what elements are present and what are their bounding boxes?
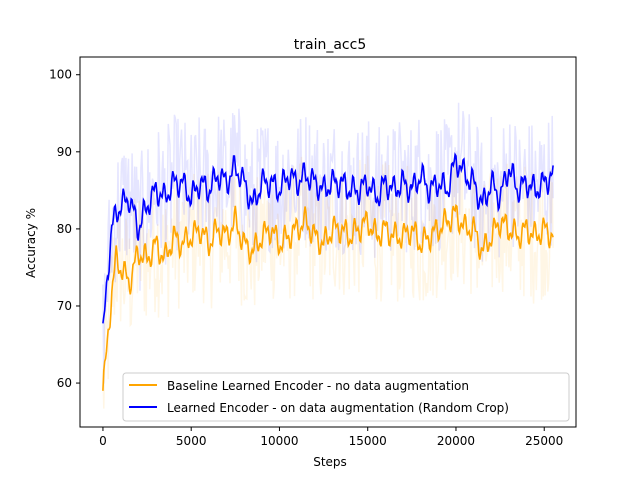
plot-area xyxy=(103,103,553,409)
x-tick-label: 10000 xyxy=(260,434,298,448)
x-axis-label: Steps xyxy=(313,455,347,469)
legend-label-baseline: Baseline Learned Encoder - no data augme… xyxy=(167,379,469,393)
chart-title: train_acc5 xyxy=(294,37,366,53)
y-tick-label: 80 xyxy=(57,222,72,236)
y-axis-label: Accuracy % xyxy=(24,208,38,278)
y-tick-label: 60 xyxy=(57,376,72,390)
x-tick-label: 15000 xyxy=(349,434,387,448)
x-tick-label: 25000 xyxy=(525,434,563,448)
x-tick-label: 0 xyxy=(99,434,107,448)
y-tick-label: 70 xyxy=(57,299,72,313)
y-tick-label: 100 xyxy=(49,68,72,82)
x-tick-label: 20000 xyxy=(437,434,475,448)
legend: Baseline Learned Encoder - no data augme… xyxy=(123,373,569,421)
y-tick-label: 90 xyxy=(57,145,72,159)
x-tick-label: 5000 xyxy=(176,434,207,448)
series-line-1 xyxy=(103,206,553,391)
legend-label-augmented: Learned Encoder - on data augmentation (… xyxy=(167,401,509,415)
